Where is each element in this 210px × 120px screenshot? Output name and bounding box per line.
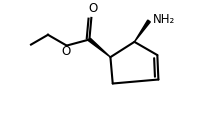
Text: O: O bbox=[61, 45, 70, 58]
Text: NH₂: NH₂ bbox=[153, 13, 176, 27]
Polygon shape bbox=[134, 20, 150, 42]
Polygon shape bbox=[88, 38, 110, 57]
Text: O: O bbox=[88, 2, 98, 15]
